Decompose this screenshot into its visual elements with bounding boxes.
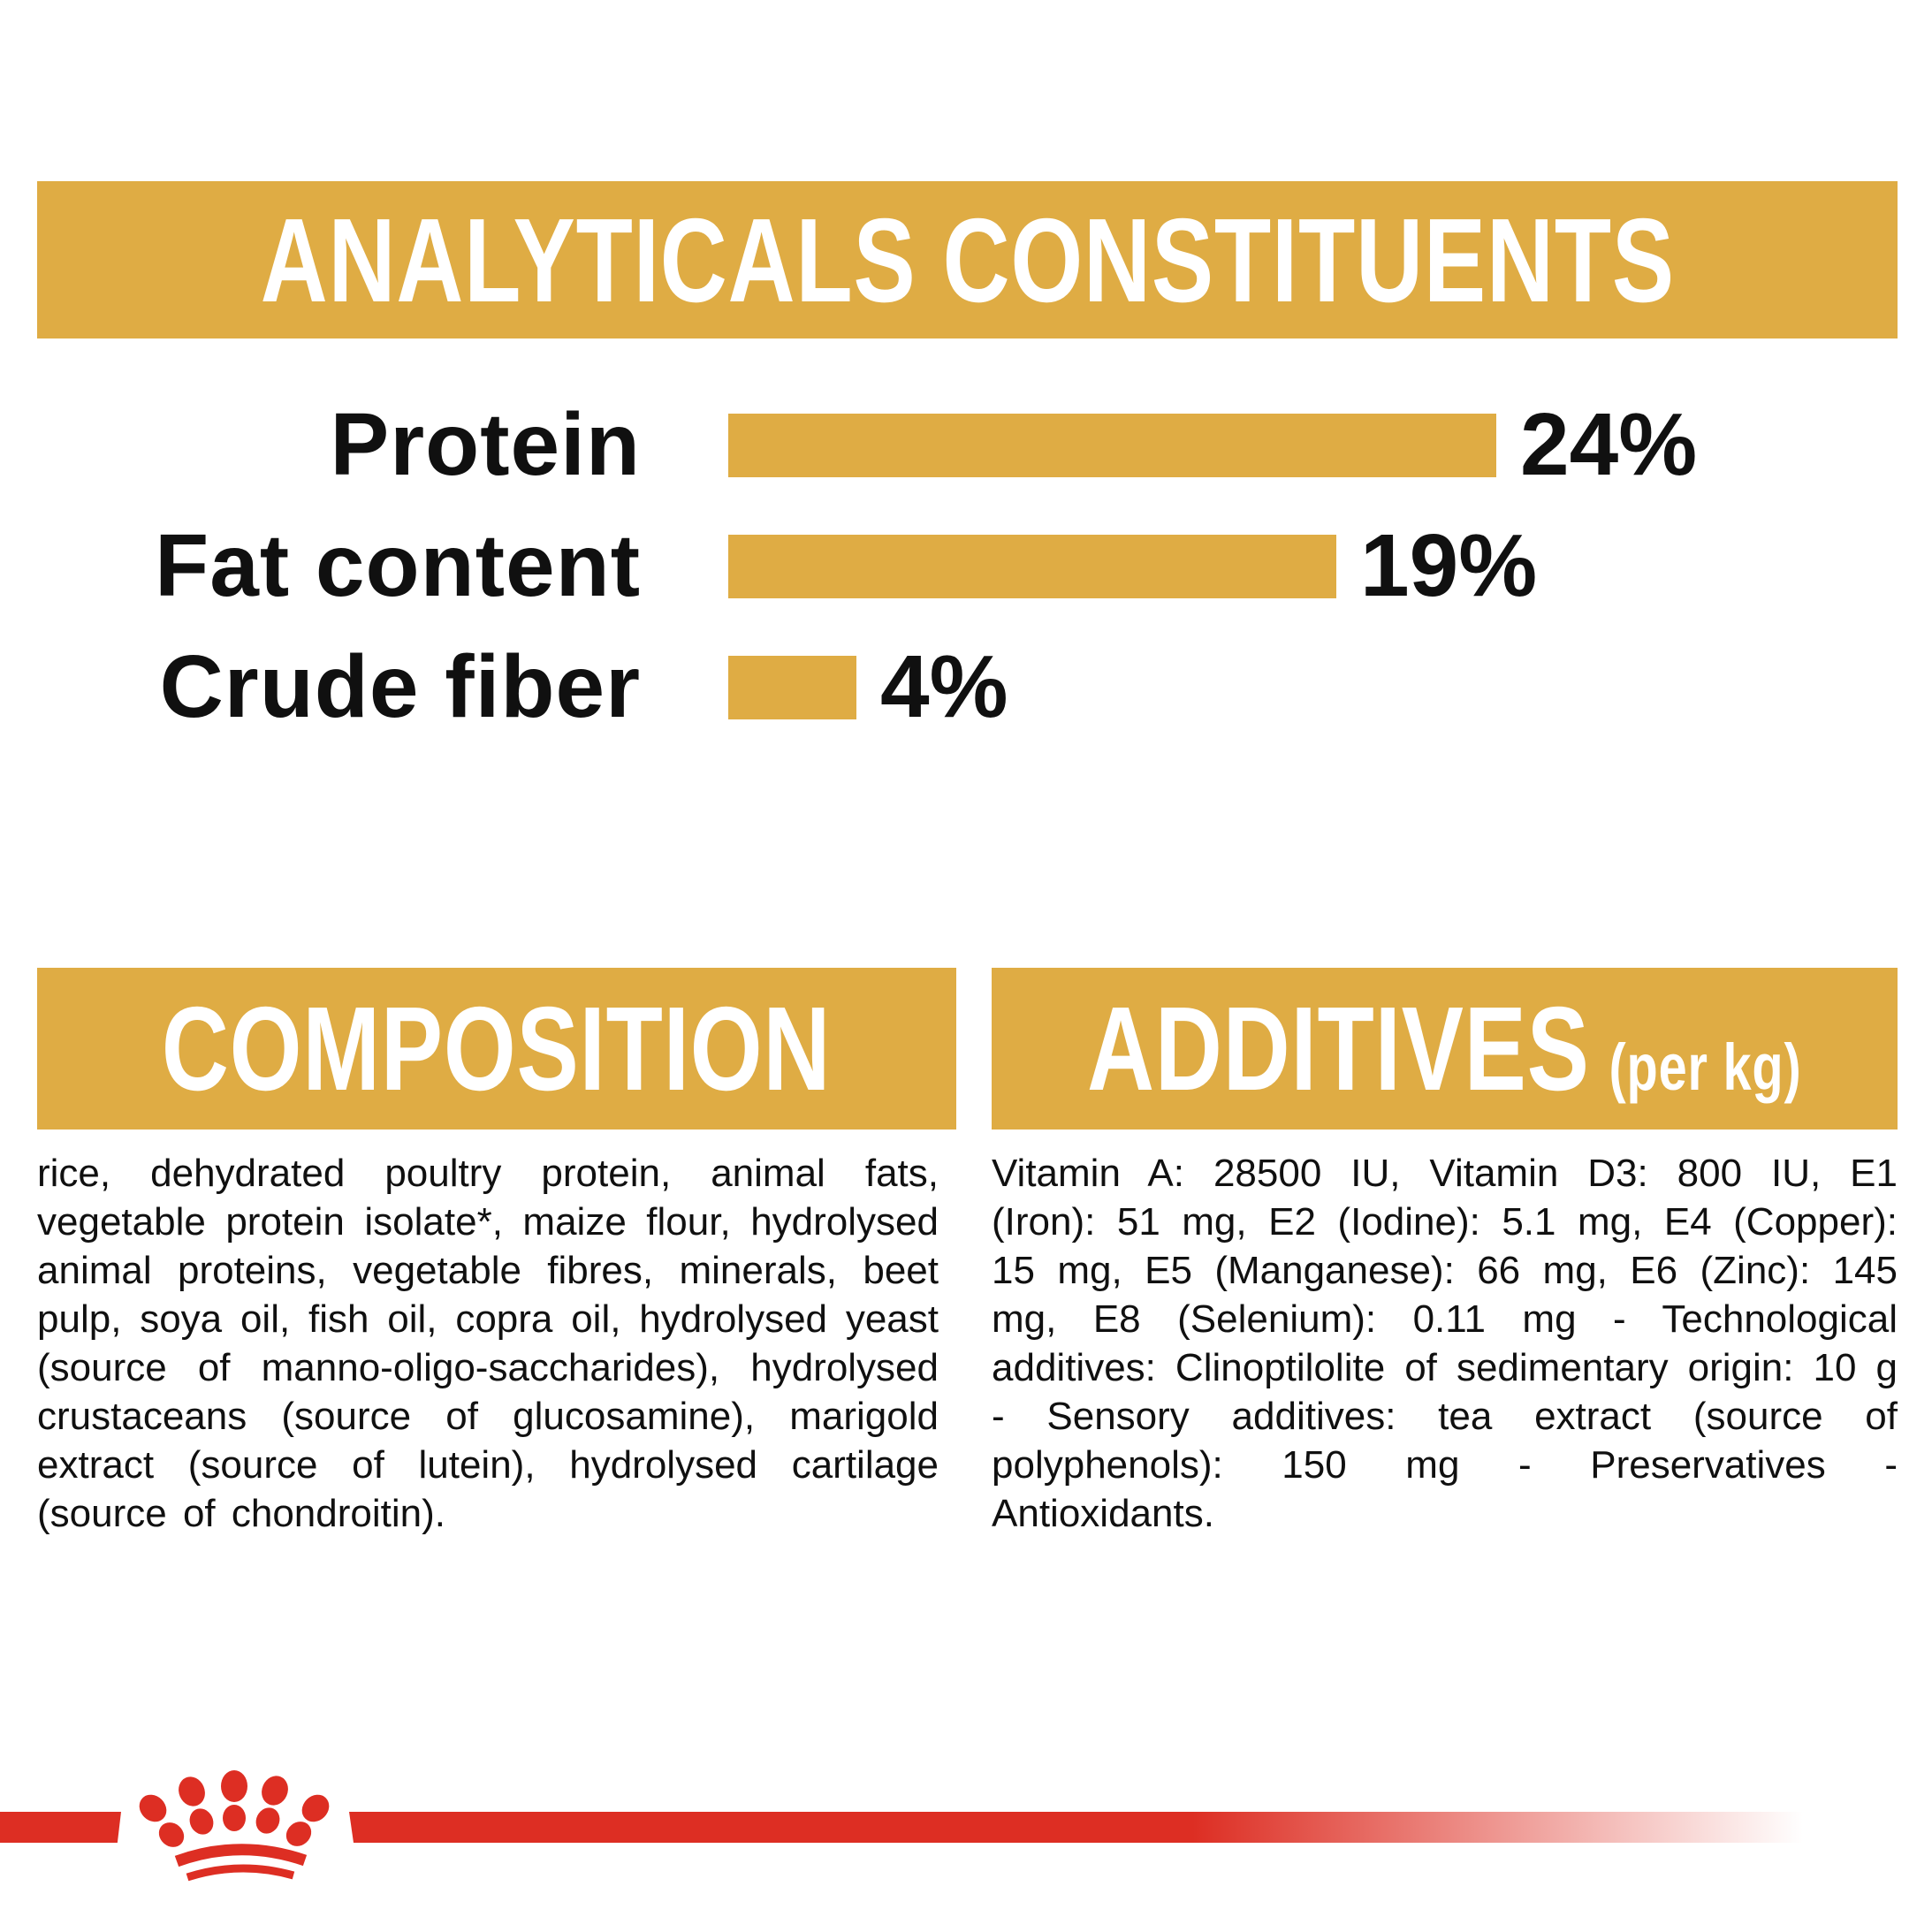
- chart-row-bar: [728, 534, 1336, 598]
- chart-row-label: Protein: [330, 395, 641, 494]
- additives-title-suffix: (per kg): [1609, 1031, 1802, 1104]
- royal-canin-crown-logo: [137, 1770, 331, 1885]
- composition-title: COMPOSITION: [162, 982, 832, 1115]
- composition-body: rice, dehydrated poultry protein, animal…: [37, 1152, 939, 1535]
- chart-row-bar: [728, 655, 856, 719]
- additives-body: Vitamin A: 28500 IU, Vitamin D3: 800 IU,…: [992, 1152, 1898, 1535]
- chart-row-value: 4%: [880, 637, 1008, 736]
- chart-row: Crude fiber 4%: [0, 627, 1932, 748]
- crown-icon: [139, 1770, 330, 1882]
- chart-row-label: Fat content: [155, 516, 641, 615]
- additives-title-band: ADDITIVES (per kg): [992, 968, 1898, 1130]
- chart-row-label: Crude fiber: [159, 637, 641, 736]
- chart-row: Protein 24%: [0, 384, 1932, 506]
- analyticals-title-band: ANALYTICALS CONSTITUENTS: [37, 181, 1898, 338]
- footer-ribbon-left: [0, 1812, 121, 1843]
- chart-row-value: 19%: [1360, 516, 1538, 615]
- additives-title-line: ADDITIVES (per kg): [1087, 989, 1801, 1108]
- composition-title-band: COMPOSITION: [37, 968, 956, 1130]
- footer-ribbon-right: [349, 1812, 1803, 1843]
- chart-row: Fat content 19%: [0, 506, 1932, 627]
- chart-row-bar: [728, 413, 1496, 477]
- analyticals-bar-chart: Protein 24% Fat content 19% Crude fiber 4%: [0, 384, 1932, 748]
- analyticals-title: ANALYTICALS CONSTITUENTS: [260, 193, 1675, 327]
- additives-title: ADDITIVES: [1087, 982, 1590, 1115]
- chart-row-value: 24%: [1520, 395, 1698, 494]
